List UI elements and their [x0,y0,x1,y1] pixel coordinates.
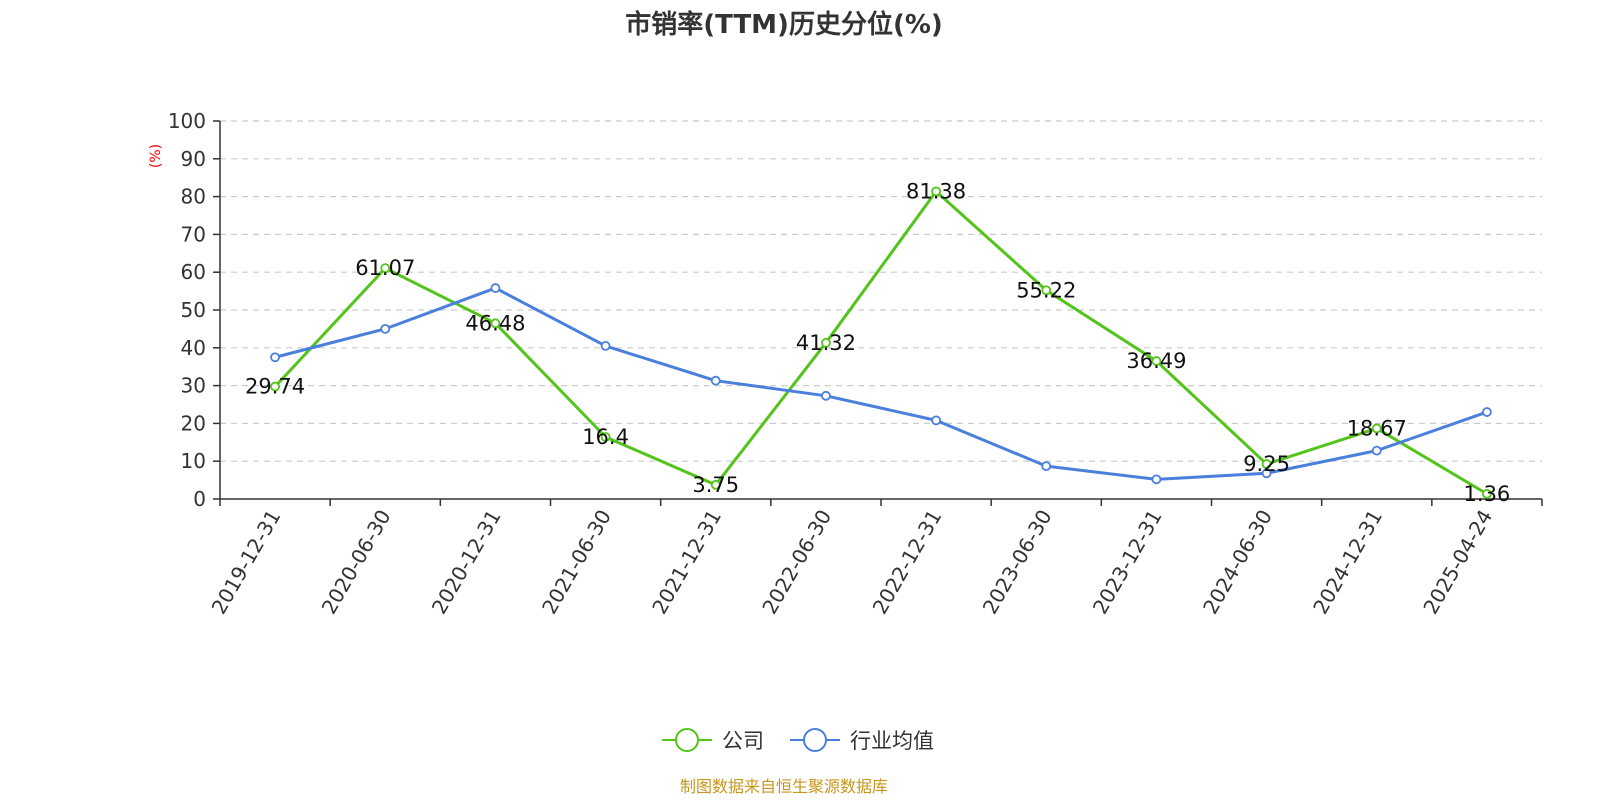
x-tick-label: 2020-12-31 [427,505,506,618]
data-labels: 29.74 61.07 46.48 16.4 3.75 41.32 81.38 55.22 36… [245,179,1510,505]
data-label: 55.22 [1016,278,1076,302]
y-tick-label: 100 [168,109,206,133]
x-tick-label: 2024-06-30 [1198,506,1277,619]
data-point [821,337,831,348]
gridlines [220,120,1542,462]
data-label: 81.38 [906,179,966,203]
data-point [490,318,501,329]
data-point [1482,407,1492,417]
data-point [931,415,941,426]
y-tick-label: 80 [181,185,206,209]
data-label: 16.4 [582,425,629,449]
data-label: 36.49 [1126,349,1186,373]
legend-marker[interactable] [803,728,827,752]
data-label: 9.25 [1243,452,1290,476]
data-label: 41.32 [796,331,856,355]
data-point [1151,474,1162,485]
data-point [490,283,501,293]
legend-marker[interactable] [675,728,699,752]
x-tick-label: 2023-12-31 [1088,506,1167,619]
x-tick-labels: 2019-12-31 2020-06-30 2020-12-31 2021-06-30… [207,505,1498,618]
data-label: 18.67 [1347,416,1407,440]
x-tick-label: 2024-12-31 [1308,506,1387,619]
legend-label[interactable]: 行业均值 [850,729,934,753]
y-tick-labels: 0 10 20 30 40 50 60 70 80 90 100 [168,109,206,511]
data-point [600,341,611,351]
data-point [931,186,941,197]
data-point [380,263,391,274]
data-point [1261,468,1272,479]
data-point [1151,356,1162,366]
data-point [1371,445,1382,456]
y-tick-label: 40 [181,336,206,360]
y-axis-label: (%) [148,144,164,168]
y-tick-label: 30 [181,374,206,398]
y-tick-label: 20 [181,411,206,435]
y-tick-label: 0 [193,487,206,511]
data-label: 61.07 [355,256,415,280]
axes [213,120,1543,506]
legend-label[interactable]: 公司 [722,729,764,753]
x-tick-label: 2020-06-30 [317,506,396,619]
data-point [1261,459,1272,469]
x-tick-label: 2022-12-31 [868,505,947,618]
y-tick-label: 60 [181,260,206,284]
x-tick-label: 2023-06-30 [978,506,1057,619]
data-point [270,352,280,363]
data-label: 29.74 [245,375,305,399]
series-layer [270,186,1492,499]
y-tick-label: 90 [181,147,206,171]
x-tick-label: 2021-06-30 [537,506,616,619]
x-tick-label: 2021-12-31 [647,506,726,619]
data-point [600,432,611,442]
series-line [273,189,1488,496]
data-point [710,375,721,386]
data-label: 3.75 [692,473,739,497]
data-label: 1.36 [1464,482,1511,506]
data-point [1482,488,1492,499]
y-tick-label: 50 [181,298,206,322]
data-point [821,390,831,401]
data-point [270,381,280,392]
data-point [1041,461,1052,472]
data-point [1041,285,1052,296]
x-tick-label: 2019-12-31 [207,506,286,619]
source-note: 制图数据来自恒生聚源数据库 [680,777,888,796]
chart-title: 市销率(TTM)历史分位(%) [625,9,943,40]
x-tick-label: 2025-04-24 [1418,506,1497,619]
y-tick-label: 70 [181,222,206,246]
series-line [274,286,1488,481]
data-point [380,323,391,334]
x-tick-label: 2022-06-30 [757,506,836,619]
legend[interactable]: 公司 行业均值 [662,728,934,753]
y-tick-label: 10 [181,449,206,473]
data-point [710,479,721,490]
data-point [1371,423,1382,434]
data-label: 46.48 [465,311,525,335]
